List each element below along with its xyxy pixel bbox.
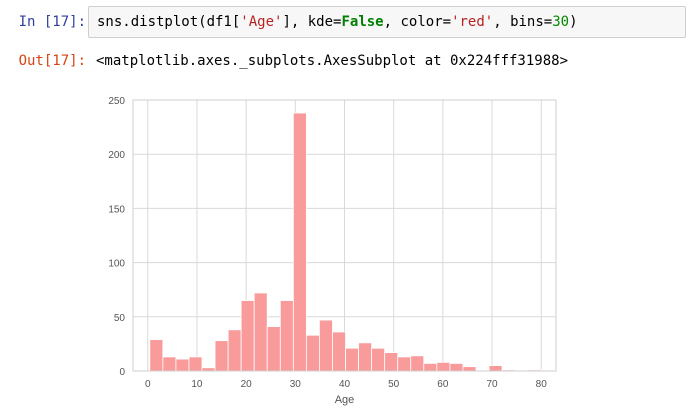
histogram-bar: [227, 329, 242, 372]
histogram-bar: [371, 347, 386, 372]
histogram-bar: [332, 331, 346, 372]
histogram-bar: [319, 319, 333, 372]
code-token: ], kde=: [282, 14, 342, 30]
axes-frame: [132, 99, 557, 372]
histogram-chart: 0 50 100 150 200 250 0 10 20 30 40 50 60 70 80 Age: [108, 96, 557, 406]
output-text: <matplotlib.axes._subplots.AxesSubplot a…: [96, 53, 569, 69]
y-tick-label: 200: [108, 150, 125, 161]
histogram-bar: [436, 361, 451, 372]
code-string-token: 'Age': [240, 14, 283, 30]
histogram-bar: [175, 358, 190, 372]
histogram-bar: [462, 366, 477, 372]
x-tick-label: 20: [241, 379, 253, 390]
code-token: , bins=: [493, 14, 553, 30]
histogram-bar: [292, 112, 307, 372]
histogram-bar: [240, 300, 255, 372]
y-tick-label: 250: [108, 96, 125, 107]
code-keyword-token: False: [341, 14, 384, 30]
code-string-token: 'red': [451, 14, 494, 30]
code-number-token: 30: [552, 14, 570, 30]
y-tick-label: 150: [108, 204, 125, 215]
x-tick-label: 70: [486, 379, 498, 390]
histogram-bar: [214, 340, 229, 372]
histogram-bar: [449, 363, 464, 372]
histogram-bar: [410, 355, 425, 372]
y-tick-label: 0: [119, 367, 125, 378]
histogram-bar: [488, 365, 503, 372]
histogram-bar: [305, 334, 320, 372]
x-tick-labels: 0 10 20 30 40 50 60 70 80: [145, 379, 547, 390]
x-tick-label: 10: [191, 379, 203, 390]
histogram-bar: [188, 356, 203, 372]
x-tick-label: 80: [536, 379, 548, 390]
histogram-bar: [253, 292, 268, 372]
grid-lines: [133, 99, 556, 372]
histogram-bar: [358, 342, 373, 372]
histogram-bar: [345, 347, 359, 372]
code-token: , color=: [383, 14, 452, 30]
x-axis-label: Age: [335, 394, 355, 406]
x-tick-label: 30: [290, 379, 302, 390]
histogram-bar: [266, 326, 281, 372]
histogram-bar: [384, 352, 399, 372]
histogram-bars: [149, 112, 542, 372]
histogram-bar: [162, 356, 177, 372]
code-token: ): [569, 14, 578, 30]
y-tick-labels: 0 50 100 150 200 250: [108, 96, 125, 378]
histogram-bar: [397, 356, 412, 372]
histogram-bar: [423, 363, 438, 372]
histogram-bar: [149, 339, 164, 372]
x-tick-label: 50: [388, 379, 400, 390]
histogram-bar: [279, 300, 294, 372]
x-tick-label: 60: [437, 379, 449, 390]
y-tick-label: 100: [108, 259, 125, 270]
code-token: sns.distplot(df1[: [97, 14, 241, 30]
code-input-cell[interactable]: sns.distplot(df1['Age'], kde=False, colo…: [88, 6, 686, 38]
x-tick-label: 0: [145, 379, 151, 390]
y-tick-label: 50: [114, 313, 126, 324]
input-prompt: In [17]:: [18, 14, 86, 30]
output-prompt: Out[17]:: [18, 53, 86, 69]
x-tick-label: 40: [339, 379, 351, 390]
